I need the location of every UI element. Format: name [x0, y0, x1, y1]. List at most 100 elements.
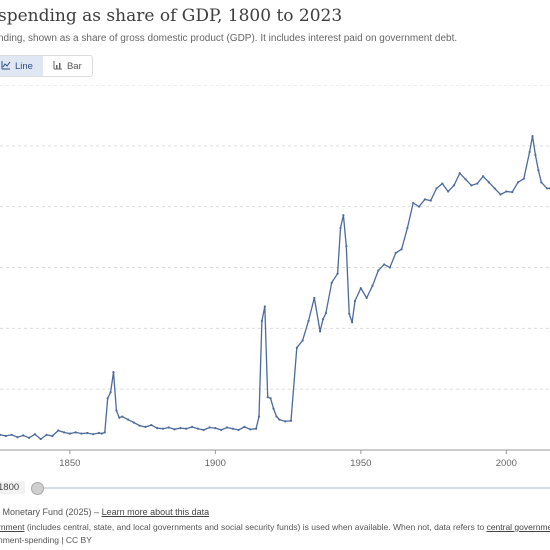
data-point — [126, 418, 130, 421]
data-point — [342, 214, 345, 217]
data-point — [458, 172, 461, 175]
data-point — [359, 287, 362, 290]
data-point — [269, 397, 272, 400]
data-point — [28, 436, 31, 439]
data-point — [452, 184, 456, 187]
data-point — [185, 427, 188, 430]
data-point — [339, 226, 342, 230]
data-point — [214, 427, 217, 430]
data-point — [417, 205, 421, 208]
data-point — [266, 395, 269, 399]
data-point — [167, 426, 170, 429]
data-point — [481, 175, 485, 178]
data-point — [295, 346, 298, 349]
data-point — [545, 187, 549, 190]
timeline-start-handle[interactable] — [31, 482, 44, 495]
data-point — [487, 181, 490, 184]
data-point — [435, 187, 438, 190]
data-point — [284, 420, 287, 423]
data-point — [371, 284, 374, 287]
data-point — [202, 428, 205, 432]
data-point — [275, 415, 278, 418]
general-government-link[interactable]: rnment — [0, 522, 25, 532]
data-point — [476, 182, 479, 185]
data-point — [57, 429, 60, 432]
data-point — [493, 187, 496, 190]
data-point — [319, 330, 322, 333]
tab-line-label: Line — [15, 60, 33, 72]
data-point — [447, 190, 450, 193]
chart-type-tabs: Line Bar — [0, 55, 93, 77]
tab-bar[interactable]: Bar — [43, 56, 92, 76]
data-point — [511, 190, 514, 194]
data-point — [470, 184, 473, 187]
data-point — [190, 425, 194, 428]
data-point — [499, 193, 502, 196]
x-tick-label: 1850 — [59, 458, 80, 469]
data-point — [257, 415, 261, 418]
data-point — [118, 416, 121, 419]
data-point — [109, 391, 112, 394]
data-point — [365, 296, 368, 300]
tab-line[interactable]: Line — [0, 56, 43, 76]
data-point — [100, 432, 103, 435]
data-point — [263, 305, 266, 308]
data-point — [301, 339, 304, 342]
data-point — [161, 427, 165, 430]
timeline-slider: 1800 — [0, 478, 550, 498]
data-point — [225, 426, 229, 429]
data-point — [406, 226, 409, 230]
line-chart: 1850 1900 1950 2000 — [0, 85, 550, 469]
central-government-link[interactable]: central government — [486, 522, 550, 532]
data-point — [231, 427, 234, 430]
data-point — [220, 428, 223, 432]
data-point — [106, 397, 109, 400]
data-point — [505, 190, 508, 193]
data-point — [0, 433, 2, 436]
x-tick-label: 2000 — [496, 458, 517, 469]
data-point — [243, 425, 246, 428]
data-point — [39, 437, 42, 441]
data-point — [516, 181, 520, 184]
data-point — [150, 423, 153, 427]
data-point — [156, 427, 159, 430]
data-point — [272, 407, 275, 410]
data-point — [16, 436, 19, 439]
data-point — [254, 427, 258, 430]
data-point — [353, 299, 357, 303]
data-point — [528, 150, 531, 154]
timeline-start-label: 1800 — [0, 481, 26, 494]
data-point — [330, 281, 333, 284]
footer-note: rnment (includes central, state, and loc… — [0, 522, 550, 532]
data-point — [68, 432, 71, 435]
bar-chart-icon — [53, 60, 63, 73]
data-point — [313, 296, 316, 300]
data-point — [208, 426, 211, 429]
learn-more-link[interactable]: Learn more about this data — [101, 507, 210, 517]
timeline-track[interactable] — [36, 487, 550, 489]
data-point — [423, 198, 426, 201]
data-point — [522, 177, 525, 180]
data-point — [33, 433, 37, 436]
data-point — [400, 248, 403, 251]
data-point — [173, 428, 176, 431]
data-point — [237, 428, 240, 432]
data-point — [377, 269, 380, 272]
data-point — [537, 169, 540, 172]
data-point — [388, 266, 392, 269]
data-point — [429, 199, 432, 202]
data-point — [74, 431, 77, 434]
data-point — [115, 409, 118, 412]
data-point — [86, 431, 89, 435]
data-point — [51, 434, 54, 438]
series-line — [0, 135, 550, 440]
data-point — [464, 178, 467, 181]
data-point — [10, 433, 13, 436]
footer-source: l Monetary Fund (2025) – Learn more abou… — [0, 507, 209, 517]
chart-title: spending as share of GDP, 1800 to 2023 — [0, 6, 343, 26]
chart-subtitle: nding, shown as a share of gross domesti… — [0, 33, 458, 44]
line-chart-icon — [1, 60, 11, 73]
data-point — [22, 434, 25, 437]
x-tick-label: 1950 — [350, 458, 371, 469]
data-point — [132, 421, 135, 424]
